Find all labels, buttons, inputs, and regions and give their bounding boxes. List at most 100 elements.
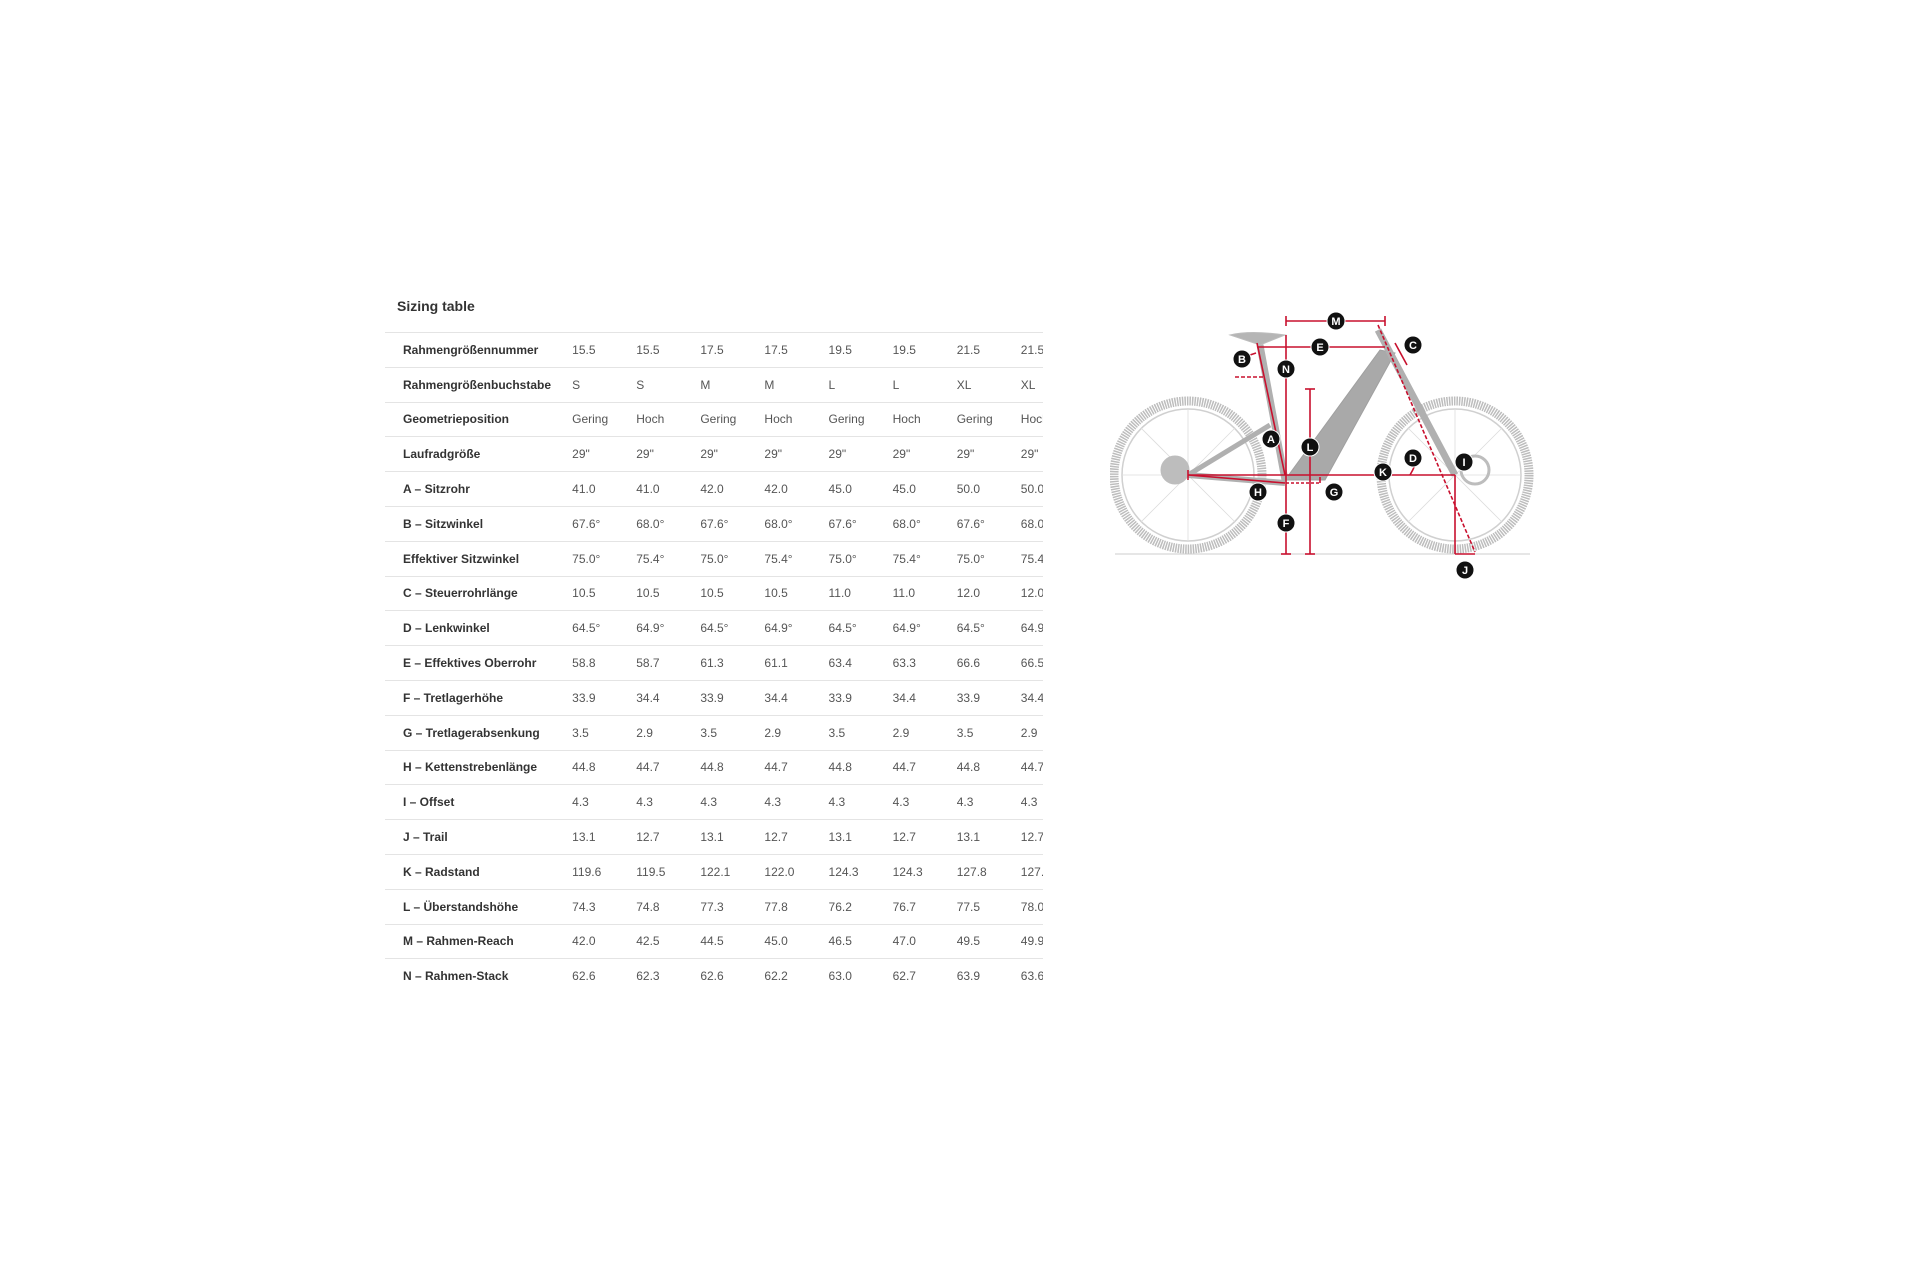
table-cell: 77.3 bbox=[700, 899, 724, 914]
table-cell: 63.4 bbox=[828, 656, 852, 671]
row-label: F – Tretlagerhöhe bbox=[403, 690, 504, 705]
table-cell: 2.9 bbox=[636, 725, 653, 740]
row-label: B – Sitzwinkel bbox=[403, 516, 484, 531]
table-cell: 10.5 bbox=[636, 586, 660, 601]
table-cell: 62.7 bbox=[892, 969, 916, 984]
sizing-table: Rahmengrößennummer 15.5 15.5 17.5 17.5 19.5 19… bbox=[385, 332, 1043, 994]
table-row: J – Trail 13.1 12.7 13.1 12.7 13.1 12.7 13.1 12.… bbox=[385, 819, 1043, 855]
table-cell: 66.5 bbox=[1020, 656, 1043, 671]
table-cell: 4.3 bbox=[828, 795, 846, 810]
table-cell: 10.5 bbox=[572, 586, 596, 601]
table-cell: 3.5 bbox=[956, 725, 974, 740]
table-row: E – Effektives Oberrohr 58.8 58.7 61.3 61.1 6… bbox=[385, 645, 1043, 681]
table-cell: 12.7 bbox=[1020, 830, 1043, 845]
table-cell: 41.0 bbox=[636, 482, 660, 497]
table-cell: 19.5 bbox=[828, 342, 852, 357]
table-cell: 33.9 bbox=[700, 690, 724, 705]
table-cell: 62.6 bbox=[572, 969, 596, 984]
table-cell: 12.0 bbox=[1020, 586, 1043, 601]
svg-text:C: C bbox=[1409, 340, 1417, 352]
row-label: G – Tretlagerabsenkung bbox=[403, 725, 540, 740]
table-cell: 76.2 bbox=[828, 899, 852, 914]
table-cell: 34.4 bbox=[892, 690, 916, 705]
table-cell: 74.3 bbox=[572, 899, 596, 914]
table-cell: 4.3 bbox=[764, 795, 782, 810]
table-cell: 78.0 bbox=[1020, 899, 1043, 914]
table-cell: 34.4 bbox=[1020, 690, 1043, 705]
table-cell: 75.0° bbox=[828, 551, 857, 566]
table-cell: 63.6 bbox=[1020, 969, 1043, 984]
table-cell: 29" bbox=[700, 447, 718, 462]
table-cell: 44.7 bbox=[636, 760, 660, 775]
diagram-markers: A B C D E F G H I J K L M N bbox=[1232, 311, 1475, 580]
table-cell: 3.5 bbox=[572, 725, 589, 740]
table-cell: 33.9 bbox=[572, 690, 596, 705]
bike-geometry-diagram: A B C D E F G H I J K L M N bbox=[1110, 311, 1534, 580]
table-cell: 29" bbox=[956, 447, 975, 462]
table-cell: 4.3 bbox=[572, 795, 589, 810]
table-cell: Gering bbox=[828, 412, 865, 427]
row-label: H – Kettenstrebenlänge bbox=[403, 760, 538, 775]
row-label: Rahmengrößennummer bbox=[403, 342, 539, 357]
table-cell: Gering bbox=[572, 412, 609, 427]
table-cell: 2.9 bbox=[1020, 725, 1038, 740]
table-cell: 58.7 bbox=[636, 656, 660, 671]
table-cell: 29" bbox=[828, 447, 847, 462]
sizing-table-title: Sizing table bbox=[397, 298, 475, 314]
marker-e: E bbox=[1310, 337, 1330, 357]
table-cell: 13.1 bbox=[956, 830, 981, 845]
table-cell: 47.0 bbox=[892, 934, 916, 949]
table-row: D – Lenkwinkel 64.5° 64.9° 64.5° 64.9° 64.5° 6… bbox=[385, 610, 1043, 646]
table-cell: 127. bbox=[1020, 864, 1043, 879]
table-row: G – Tretlagerabsenkung 3.5 2.9 3.5 2.9 3.5 2.9… bbox=[385, 715, 1043, 750]
table-cell: 13.1 bbox=[572, 830, 596, 845]
row-label: I – Offset bbox=[403, 795, 455, 810]
bike-illustration bbox=[1110, 328, 1534, 554]
table-cell: 44.7 bbox=[764, 760, 788, 775]
row-label: D – Lenkwinkel bbox=[403, 621, 490, 636]
table-cell: 68.0° bbox=[892, 516, 921, 531]
table-cell: 21.5 bbox=[956, 342, 981, 357]
svg-text:M: M bbox=[1331, 316, 1340, 328]
table-cell: 44.8 bbox=[572, 760, 596, 775]
table-cell: XL bbox=[1020, 377, 1036, 392]
marker-g: G bbox=[1324, 482, 1344, 502]
marker-c: C bbox=[1403, 335, 1423, 355]
row-label: A – Sitzrohr bbox=[403, 482, 470, 497]
svg-text:D: D bbox=[1409, 453, 1417, 465]
svg-text:A: A bbox=[1267, 434, 1275, 446]
table-cell: Gering bbox=[956, 412, 993, 427]
table-cell: 4.3 bbox=[1020, 795, 1038, 810]
svg-text:K: K bbox=[1379, 467, 1387, 479]
table-cell: Hoch bbox=[764, 412, 793, 427]
table-cell: 29" bbox=[892, 447, 911, 462]
table-cell: 17.5 bbox=[700, 342, 724, 357]
svg-text:F: F bbox=[1283, 518, 1290, 530]
table-cell: 4.3 bbox=[636, 795, 653, 810]
svg-text:H: H bbox=[1254, 487, 1262, 499]
table-cell: 124.3 bbox=[892, 864, 923, 879]
svg-text:B: B bbox=[1238, 354, 1246, 366]
table-row: N – Rahmen-Stack 62.6 62.3 62.6 62.2 63.0 62.7… bbox=[385, 958, 1043, 994]
table-cell: 122.1 bbox=[700, 864, 731, 879]
table-cell: 63.9 bbox=[956, 969, 981, 984]
table-cell: 75.0° bbox=[956, 551, 985, 566]
table-cell: 42.0 bbox=[572, 934, 596, 949]
table-cell: 62.2 bbox=[764, 969, 788, 984]
table-cell: 44.5 bbox=[700, 934, 724, 949]
table-cell: 49.5 bbox=[956, 934, 981, 949]
table-row: Geometrieposition Gering Hoch Gering Hoch Ger… bbox=[385, 402, 1043, 437]
table-cell: 127.8 bbox=[956, 864, 987, 879]
table-cell: 75.0° bbox=[572, 551, 601, 566]
table-cell: 34.4 bbox=[764, 690, 788, 705]
table-cell: 19.5 bbox=[892, 342, 916, 357]
table-row: F – Tretlagerhöhe 33.9 34.4 33.9 34.4 33.9 34.… bbox=[385, 680, 1043, 715]
table-row: B – Sitzwinkel 67.6° 68.0° 67.6° 68.0° 67.6° 6… bbox=[385, 506, 1043, 541]
table-cell: L bbox=[828, 377, 836, 392]
table-cell: Hoch bbox=[1020, 412, 1043, 427]
table-cell: 75.4° bbox=[892, 551, 921, 566]
svg-text:G: G bbox=[1330, 487, 1339, 499]
table-cell: 17.5 bbox=[764, 342, 788, 357]
table-cell: 13.1 bbox=[828, 830, 852, 845]
table-row: I – Offset 4.3 4.3 4.3 4.3 4.3 4.3 4.3 4.3 bbox=[385, 784, 1043, 820]
